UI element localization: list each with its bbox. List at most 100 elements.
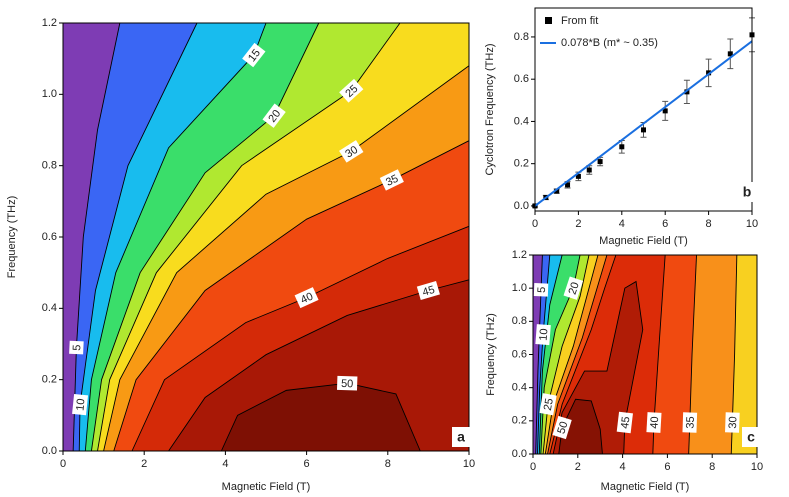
x-axis-title: Magnetic Field (T)	[222, 481, 311, 493]
legend-marker	[545, 17, 552, 24]
y-tick-label: 0.6	[512, 348, 527, 360]
point	[586, 167, 592, 173]
contour-line	[652, 254, 666, 455]
x-tick-label: 0	[60, 458, 66, 470]
contour-label: 35	[384, 173, 400, 189]
y-tick-label: 1.2	[512, 249, 527, 261]
y-tick-label: 0.8	[514, 31, 529, 43]
y-tick-label: 1.0	[42, 88, 57, 100]
y-tick-label: 0.6	[514, 73, 529, 85]
contour-label-box	[69, 340, 84, 355]
contour-label-box	[379, 169, 404, 191]
contour-line	[547, 254, 608, 455]
y-tick-label: 1.2	[42, 17, 57, 29]
contour-line	[90, 22, 320, 452]
contour-label: 50	[555, 420, 570, 435]
contour-label: 20	[266, 108, 283, 125]
y-tick-label: 0.4	[42, 302, 57, 314]
contour-label-box	[72, 393, 89, 416]
contour-label-box	[646, 412, 662, 433]
contour-line	[542, 254, 590, 455]
point	[727, 51, 733, 57]
contour-label-box	[336, 375, 358, 391]
y-tick-label: 0.2	[514, 158, 529, 170]
y-tick-label: 0.0	[512, 448, 527, 460]
contour-line	[113, 140, 470, 452]
contour-label: 45	[619, 416, 632, 430]
contour-label: 15	[246, 47, 263, 64]
contour-band	[731, 255, 757, 454]
y-tick-label: 1.0	[512, 282, 527, 294]
plot-frame	[534, 7, 753, 212]
contour-label: 40	[649, 416, 662, 429]
point	[641, 127, 646, 133]
contour-label: 30	[727, 416, 739, 429]
contour-line	[544, 254, 599, 455]
contour-line	[131, 225, 470, 452]
contour-label-box	[535, 324, 551, 346]
y-tick-label: 0.6	[42, 231, 57, 243]
contour-label-box	[242, 42, 266, 68]
contour-label: 5	[536, 287, 548, 294]
contour-label: 35	[685, 416, 697, 429]
y-axis-title: Frequency (THz)	[485, 313, 497, 396]
panel-tag-box	[742, 427, 760, 447]
contour-band	[63, 23, 120, 451]
contour-label: 45	[421, 284, 436, 299]
point	[662, 108, 668, 114]
point	[597, 159, 603, 165]
contour-label: 25	[542, 397, 556, 411]
panel-tag-box	[452, 427, 470, 447]
contour-label-box	[339, 78, 364, 103]
contour-label-box	[725, 412, 740, 433]
point	[565, 182, 571, 188]
point	[706, 70, 712, 76]
point	[575, 173, 581, 179]
point	[684, 89, 690, 95]
contour-label: 50	[341, 378, 354, 390]
y-tick-label: 0.4	[512, 382, 527, 394]
contour-label: 30	[343, 144, 360, 161]
panel-tag: a	[457, 429, 465, 445]
x-axis-title: Magnetic Field (T)	[601, 481, 690, 493]
x-tick-label: 8	[706, 218, 712, 230]
panel-tag-box	[738, 182, 756, 202]
contour-label-box	[539, 393, 557, 416]
contour-line	[78, 22, 198, 452]
x-tick-label: 10	[463, 458, 475, 470]
y-tick-label: 0.0	[514, 200, 529, 212]
contour-label-box	[616, 411, 633, 434]
legend-label: 0.078*B (m* ~ 0.35)	[561, 37, 658, 49]
contour-line	[552, 280, 644, 455]
contour-label-box	[262, 103, 286, 128]
y-axis-title: Cyclotron Frequency (THz)	[484, 43, 496, 175]
contour-line	[97, 22, 401, 452]
y-tick-label: 0.2	[42, 374, 57, 386]
contour-line	[103, 65, 470, 452]
contour-label: 20	[567, 281, 582, 296]
contour-label-box	[533, 283, 549, 297]
x-tick-label: 0	[530, 461, 536, 473]
x-axis-title: Magnetic Field (T)	[599, 235, 688, 247]
panel-tag: c	[747, 429, 755, 445]
y-tick-label: 0.0	[42, 445, 57, 457]
x-tick-label: 4	[620, 461, 626, 473]
x-tick-label: 10	[746, 218, 758, 230]
x-tick-label: 2	[575, 218, 581, 230]
contour-label: 40	[299, 290, 315, 306]
contour-line	[688, 254, 697, 455]
y-tick-label: 0.4	[514, 115, 529, 127]
x-tick-label: 6	[662, 218, 668, 230]
contour-line	[730, 254, 738, 455]
x-tick-label: 8	[385, 458, 391, 470]
x-tick-label: 6	[304, 458, 310, 470]
y-axis-title: Frequency (THz)	[6, 196, 18, 279]
fit-line	[534, 40, 753, 207]
x-tick-label: 2	[141, 458, 147, 470]
contour-label: 5	[71, 344, 83, 351]
contour-label: 10	[538, 328, 551, 341]
contour-label-box	[294, 287, 319, 309]
y-tick-label: 0.8	[512, 315, 527, 327]
